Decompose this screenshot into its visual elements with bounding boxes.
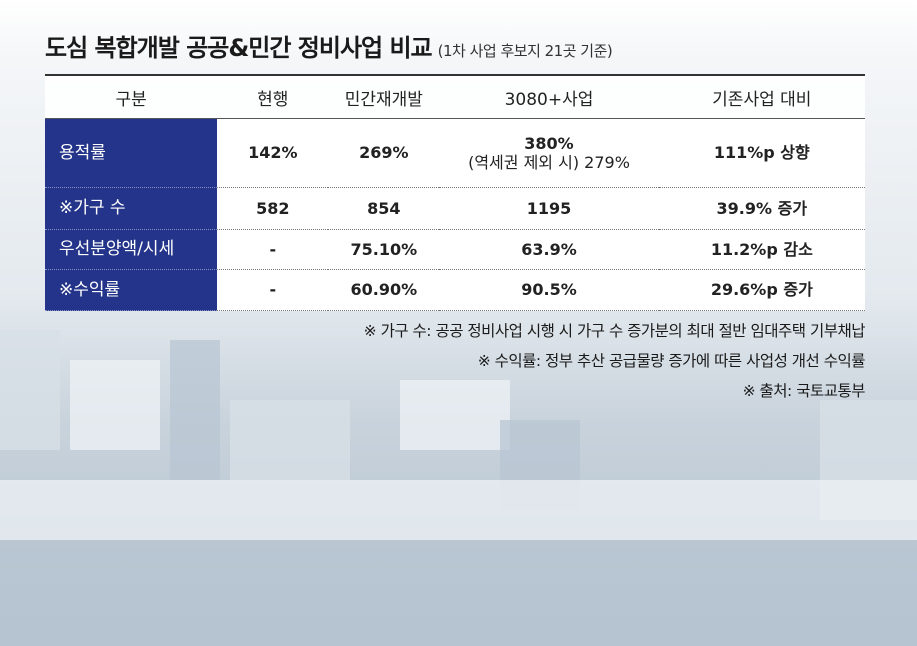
title: 도심 복합개발 공공&민간 정비사업 비교 (1차 사업 후보지 21곳 기준) [45, 28, 613, 63]
table-body: 용적률 142% 269% 380% (역세권 제외 시) 279% 111%p 상향 ※가… [45, 118, 865, 311]
table-cell: 269% [328, 118, 440, 188]
background-building [230, 400, 350, 480]
table-row: 용적률 142% 269% 380% (역세권 제외 시) 279% 111%p 상향 [45, 118, 865, 188]
note: ※ 수익률: 정부 추산 공급물량 증가에 따른 사업성 개선 수익률 [477, 352, 866, 370]
table-cell: 142% [217, 118, 329, 188]
cell-line: 380% [524, 133, 574, 153]
table-row: ※수익률 -60.90% 90.5% 29.6%p 증가 [45, 269, 865, 311]
row-label: ※가구 수 [45, 187, 218, 230]
background-building [0, 550, 917, 646]
background-building [170, 340, 220, 480]
table-cell: 90.5% [439, 269, 659, 311]
note: ※ 출처: 국토교통부 [742, 382, 866, 400]
column-header: 기존사업 대비 [658, 75, 865, 119]
table-cell: 29.6%p 증가 [658, 269, 865, 311]
table-cell: 582 [217, 187, 329, 230]
note: ※ 가구 수: 공공 정비사업 시행 시 가구 수 증가분의 최대 절반 임대주… [363, 322, 866, 340]
title-text: 도심 복합개발 공공&민간 정비사업 비교 [45, 34, 433, 62]
table-row: ※가구 수 582 854 1195 39.9% 증가 [45, 187, 865, 230]
notes: ※ 가구 수: 공공 정비사업 시행 시 가구 수 증가분의 최대 절반 임대주… [363, 316, 866, 406]
subtitle: (1차 사업 후보지 21곳 기준) [437, 42, 613, 60]
table-cell: 75.10% [328, 229, 440, 270]
table-row: 우선분양액/시세 -75.10% 63.9% 11.2%p 감소 [45, 229, 865, 270]
table-cell: - [217, 229, 329, 270]
table-cell: 60.90% [328, 269, 440, 311]
column-header: 3080+사업 [439, 75, 659, 119]
row-label: 용적률 [45, 118, 218, 188]
table-cell: 111%p 상향 [658, 118, 865, 188]
table-cell: 1195 [439, 187, 659, 230]
table-cell: 39.9% 증가 [658, 187, 865, 230]
column-header: 현행 [217, 75, 329, 119]
header-row: 구분 현행 민간재개발 3080+사업 기존사업 대비 [45, 75, 865, 119]
table-cell: 63.9% [439, 229, 659, 270]
table-cell: 380% (역세권 제외 시) 279% [439, 118, 659, 188]
background-building [0, 330, 60, 450]
column-header: 민간재개발 [328, 75, 440, 119]
column-header: 구분 [45, 75, 218, 119]
row-label: 우선분양액/시세 [45, 229, 218, 270]
background-building [0, 480, 917, 540]
table-cell: - [217, 269, 329, 311]
cell-line: (역세권 제외 시) 279% [468, 153, 630, 172]
table-cell: 11.2%p 감소 [658, 229, 865, 270]
row-label: ※수익률 [45, 269, 218, 311]
comparison-table: 구분 현행 민간재개발 3080+사업 기존사업 대비 용적률 142% 269% 380%(… [45, 74, 865, 311]
background-building [70, 360, 160, 450]
table-cell: 854 [328, 187, 440, 230]
background-building [400, 380, 510, 450]
